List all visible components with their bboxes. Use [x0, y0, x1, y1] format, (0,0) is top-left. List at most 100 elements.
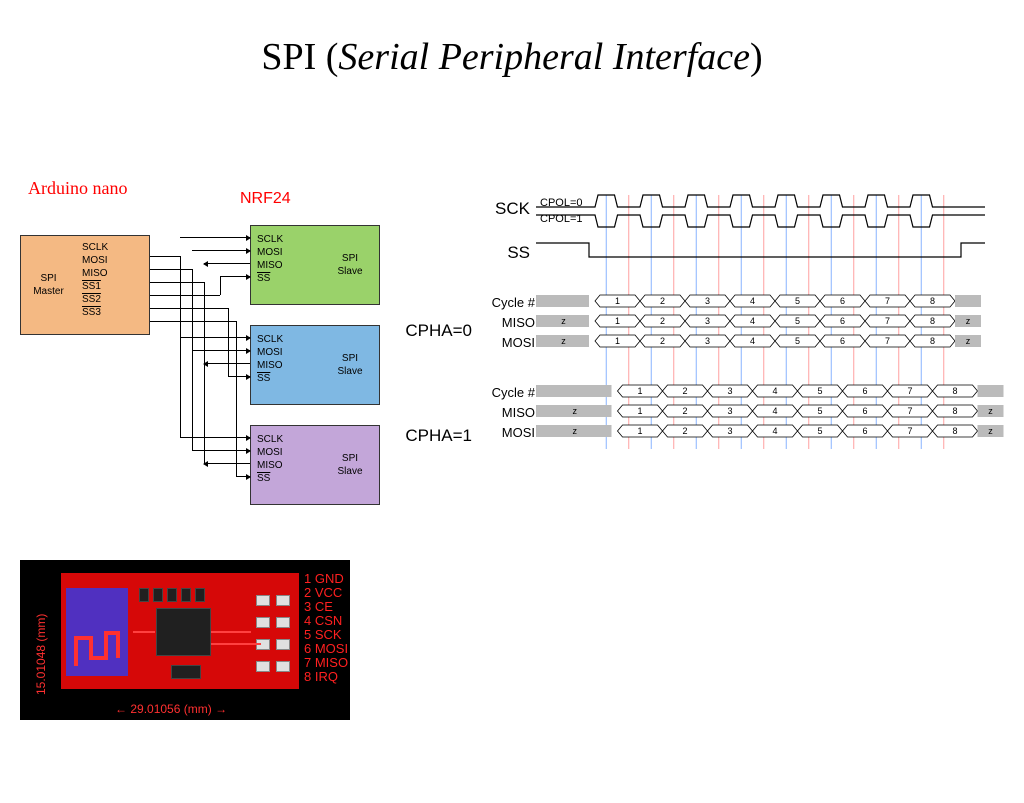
- svg-text:7: 7: [885, 296, 890, 306]
- pcb-antenna: [66, 588, 128, 676]
- title-suffix: ): [750, 36, 763, 78]
- svg-text:4: 4: [750, 296, 755, 306]
- pcb-chip-main: [156, 608, 211, 656]
- svg-text:z: z: [988, 426, 993, 436]
- pcb-passive: [195, 588, 205, 602]
- svg-text:3: 3: [727, 426, 732, 436]
- spi-block-diagram: SPIMasterSCLKMOSIMISOSS1SS2SS3 SCLKMOSIMI…: [20, 225, 410, 525]
- svg-text:6: 6: [862, 386, 867, 396]
- title-italic: Serial Peripheral Interface: [338, 36, 750, 78]
- pcb-header-pad: [276, 595, 290, 606]
- svg-text:8: 8: [952, 406, 957, 416]
- pcb-pin-label: 6 MOSI: [304, 642, 348, 656]
- timing-svg: 12345678z12345678zz12345678z12345678z123…: [450, 191, 1010, 471]
- svg-text:3: 3: [705, 316, 710, 326]
- svg-text:6: 6: [840, 336, 845, 346]
- svg-text:3: 3: [705, 296, 710, 306]
- svg-text:1: 1: [615, 316, 620, 326]
- svg-text:z: z: [573, 406, 578, 416]
- svg-text:7: 7: [885, 316, 890, 326]
- pcb-passive: [153, 588, 163, 602]
- pcb-header-pad: [276, 639, 290, 650]
- svg-text:5: 5: [817, 426, 822, 436]
- pcb-board: [60, 572, 300, 690]
- pcb-passive: [167, 588, 177, 602]
- page-title: SPI (Serial Peripheral Interface): [0, 35, 1024, 79]
- svg-text:z: z: [561, 316, 566, 326]
- svg-text:5: 5: [817, 406, 822, 416]
- svg-text:7: 7: [907, 406, 912, 416]
- svg-text:8: 8: [930, 296, 935, 306]
- pcb-height-dim: 15.01048 (mm): [34, 614, 48, 695]
- pcb-width-dim: ← 29.01056 (mm) →: [115, 702, 227, 716]
- spi-master-box: SPIMasterSCLKMOSIMISOSS1SS2SS3: [20, 235, 150, 335]
- svg-text:2: 2: [682, 426, 687, 436]
- svg-text:z: z: [966, 336, 971, 346]
- svg-text:2: 2: [682, 406, 687, 416]
- svg-text:7: 7: [907, 426, 912, 436]
- svg-text:z: z: [573, 426, 578, 436]
- svg-text:3: 3: [727, 406, 732, 416]
- master-title: SPIMaster: [21, 236, 76, 334]
- pcb-passive: [139, 588, 149, 602]
- svg-text:4: 4: [750, 336, 755, 346]
- svg-text:6: 6: [862, 426, 867, 436]
- pcb-header-pad: [276, 661, 290, 672]
- spi-slave-box: SCLKMOSIMISOSSSPISlave: [250, 225, 380, 305]
- svg-text:5: 5: [795, 296, 800, 306]
- svg-text:1: 1: [615, 296, 620, 306]
- pcb-xtal: [171, 665, 201, 679]
- spi-slave-box: SCLKMOSIMISOSSSPISlave: [250, 325, 380, 405]
- svg-text:8: 8: [930, 336, 935, 346]
- pcb-pin-label: 4 CSN: [304, 614, 342, 628]
- svg-text:2: 2: [660, 296, 665, 306]
- svg-text:1: 1: [615, 336, 620, 346]
- title-prefix: SPI (: [261, 36, 338, 78]
- slave-title: SPISlave: [321, 426, 379, 504]
- svg-text:3: 3: [727, 386, 732, 396]
- svg-text:z: z: [988, 406, 993, 416]
- pcb-header-pad: [256, 617, 270, 628]
- spi-timing-diagram: SCK CPOL=0 CPOL=1 SS Cycle # MISO MOSI C…: [450, 191, 1010, 531]
- pcb-pin-label: 5 SCK: [304, 628, 342, 642]
- spi-slave-box: SCLKMOSIMISOSSSPISlave: [250, 425, 380, 505]
- svg-text:6: 6: [862, 406, 867, 416]
- antenna-trace-icon: [66, 588, 128, 676]
- svg-text:2: 2: [660, 336, 665, 346]
- nrf24-label: NRF24: [240, 190, 291, 208]
- svg-text:4: 4: [772, 386, 777, 396]
- svg-text:2: 2: [660, 316, 665, 326]
- svg-text:4: 4: [750, 316, 755, 326]
- svg-text:3: 3: [705, 336, 710, 346]
- pcb-trace: [211, 631, 251, 633]
- pcb-header-pad: [276, 617, 290, 628]
- pcb-header-pad: [256, 661, 270, 672]
- svg-text:4: 4: [772, 426, 777, 436]
- pcb-trace: [211, 643, 261, 645]
- svg-text:5: 5: [795, 336, 800, 346]
- pcb-trace: [133, 631, 155, 633]
- pcb-header-pad: [256, 595, 270, 606]
- svg-text:8: 8: [930, 316, 935, 326]
- pcb-pin-label: 8 IRQ: [304, 670, 338, 684]
- svg-text:4: 4: [772, 406, 777, 416]
- pcb-pin-label: 7 MISO: [304, 656, 348, 670]
- pcb-pin-label: 1 GND: [304, 572, 344, 586]
- svg-text:6: 6: [840, 296, 845, 306]
- pcb-passive: [181, 588, 191, 602]
- svg-text:5: 5: [795, 316, 800, 326]
- slave-signals: SCLKMOSIMISOSS: [251, 226, 321, 304]
- svg-text:z: z: [561, 336, 566, 346]
- slave-signals: SCLKMOSIMISOSS: [251, 426, 321, 504]
- svg-text:1: 1: [637, 386, 642, 396]
- svg-text:7: 7: [885, 336, 890, 346]
- svg-text:5: 5: [817, 386, 822, 396]
- svg-text:7: 7: [907, 386, 912, 396]
- slave-signals: SCLKMOSIMISOSS: [251, 326, 321, 404]
- svg-text:6: 6: [840, 316, 845, 326]
- nrf24-pcb: 15.01048 (mm) ← 29.01056 (mm) → 1 GND2 V…: [20, 560, 350, 720]
- svg-text:1: 1: [637, 406, 642, 416]
- svg-text:8: 8: [952, 426, 957, 436]
- slave-title: SPISlave: [321, 326, 379, 404]
- slave-title: SPISlave: [321, 226, 379, 304]
